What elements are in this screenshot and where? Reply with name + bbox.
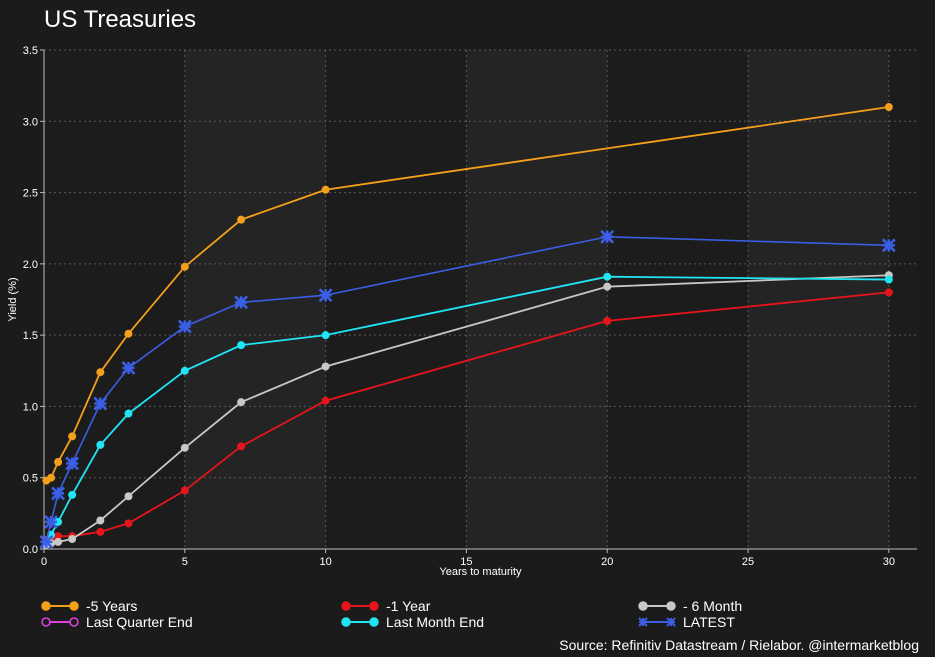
legend-swatch (41, 617, 79, 627)
legend-swatch (638, 617, 676, 627)
data-point-last-month-end (54, 517, 63, 526)
x-tick-label: 0 (41, 556, 47, 568)
x-tick-label: 10 (319, 556, 331, 568)
y-tick-label: 2.0 (23, 259, 38, 271)
legend-item: -1 Year (340, 598, 430, 614)
data-point-latest (318, 288, 333, 303)
x-tick-label: 30 (883, 556, 895, 568)
data-point-6-month (237, 398, 246, 407)
data-point-5-years (47, 473, 56, 482)
data-point-6-month (96, 516, 105, 525)
data-point-6-month (68, 535, 77, 544)
plot-band (466, 50, 608, 549)
plot-band (184, 50, 326, 549)
data-point-latest (65, 456, 80, 471)
data-point-last-month-end (237, 341, 246, 350)
data-point-last-month-end (96, 440, 105, 449)
data-point-5-years (124, 329, 133, 338)
legend-item: - 6 Month (637, 598, 742, 614)
data-point-latest (177, 319, 192, 334)
plot-band (888, 50, 917, 549)
data-point-latest (93, 396, 108, 411)
legend-label: Last Quarter End (86, 614, 193, 630)
legend-label: -5 Years (86, 598, 138, 614)
legend-label: LATEST (683, 614, 735, 630)
y-axis-label: Yield (%) (7, 277, 19, 321)
data-point-last-month-end (68, 490, 77, 499)
data-point-last-month-end (603, 272, 612, 281)
y-tick-label: 0.0 (23, 544, 38, 556)
data-point-latest (881, 238, 896, 253)
data-point-1-year (237, 442, 246, 451)
data-point-6-month (321, 362, 330, 371)
plot-band (44, 50, 185, 549)
data-point-1-year (884, 288, 893, 297)
x-tick-label: 15 (460, 556, 472, 568)
x-tick-label: 20 (601, 556, 613, 568)
data-point-1-year (96, 527, 105, 536)
series-line-5-years (45, 106, 889, 482)
legend-item: LATEST (637, 614, 735, 630)
data-point-1-year (124, 519, 133, 528)
data-point-last-month-end (884, 275, 893, 284)
data-point-5-years (68, 432, 77, 441)
data-point-latest (51, 486, 65, 501)
data-point-last-month-end (124, 409, 133, 418)
plot-band (325, 50, 467, 549)
data-point-6-month (54, 537, 63, 546)
y-tick-label: 3.0 (23, 116, 38, 128)
data-point-1-year (180, 486, 189, 495)
data-point-latest (39, 534, 54, 549)
data-point-last-month-end (180, 366, 189, 375)
data-point-5-years (321, 185, 330, 194)
x-tick-label: 25 (742, 556, 754, 568)
legend-label: -1 Year (386, 598, 431, 614)
data-point-5-years (180, 262, 189, 271)
data-point-5-years (54, 458, 63, 467)
legend-item: -5 Years (40, 598, 137, 614)
y-tick-label: 3.5 (23, 45, 38, 57)
data-point-5-years (96, 368, 105, 377)
data-point-6-month (124, 492, 133, 501)
data-point-1-year (54, 532, 63, 541)
legend-label: - 6 Month (683, 598, 743, 614)
data-point-latest (121, 361, 136, 375)
data-point-5-years (237, 215, 246, 224)
x-tick-label: 5 (182, 556, 188, 568)
legend-swatch (341, 617, 379, 627)
legend-swatch (341, 601, 379, 611)
chart-title: US Treasuries (44, 6, 197, 33)
data-point-6-month (180, 443, 189, 452)
data-point-1-year (321, 396, 330, 405)
plot-band (607, 50, 749, 549)
x-axis-label: Years to maturity (439, 566, 522, 578)
legend-swatch (41, 601, 79, 611)
y-tick-label: 0.5 (23, 473, 38, 485)
data-point-latest (44, 514, 58, 529)
data-point-latest (234, 295, 249, 310)
source-note: Source: Refinitiv Datastream / Rielabor.… (559, 637, 919, 653)
data-point-latest (600, 229, 615, 244)
legend-label: Last Month End (386, 614, 485, 630)
data-point-last-month-end (321, 331, 330, 340)
y-tick-label: 1.0 (23, 401, 38, 413)
data-point-6-month (603, 282, 612, 291)
data-point-1-year (603, 316, 612, 325)
data-point-5-years (884, 103, 893, 112)
legend-item: Last Month End (340, 614, 484, 630)
y-tick-label: 1.5 (23, 330, 38, 342)
y-tick-label: 2.5 (23, 188, 38, 200)
legend-item: Last Quarter End (40, 614, 193, 630)
legend-swatch (638, 601, 676, 611)
